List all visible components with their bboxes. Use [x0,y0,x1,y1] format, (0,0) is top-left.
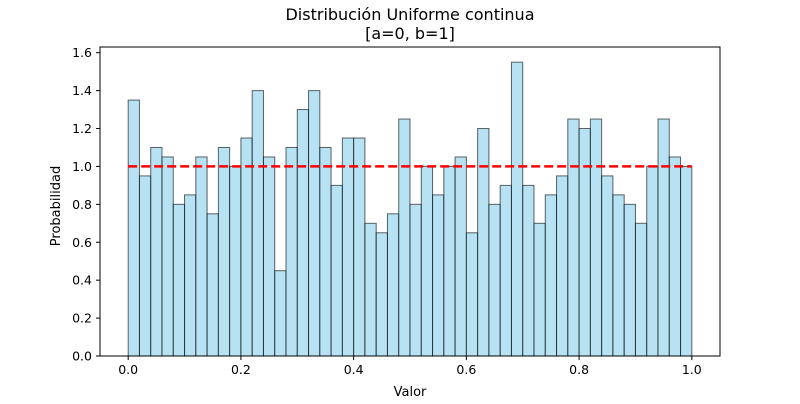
histogram-bar [240,137,253,357]
histogram-bar [398,118,411,357]
histogram-bar [251,90,264,357]
histogram-bar [127,99,140,357]
x-axis-label: Valor [394,385,427,400]
histogram-bar [420,165,434,357]
histogram-bar [454,156,467,357]
y-tick-label: 0.4 [72,273,92,288]
histogram-bar [578,128,591,357]
histogram-bar [589,118,603,357]
histogram-bar [364,222,377,357]
histogram-bar [375,232,388,357]
y-tick-label: 1.6 [72,45,92,60]
histogram-bar [217,146,231,357]
histogram-bar [285,146,298,357]
histogram-bar [443,165,456,357]
y-tick-label: 0.0 [72,349,92,364]
histogram-bar [229,165,242,357]
histogram-bar [409,203,422,357]
histogram-bar [680,165,693,357]
histogram-bar [296,109,310,357]
histogram-bar [262,156,276,357]
histogram-bar [274,270,287,357]
chart-title: Distribución Uniforme continua [285,5,534,24]
histogram-bar [510,61,524,357]
histogram-bar [522,184,535,357]
histogram-bar [567,118,580,357]
histogram-bar [646,165,659,357]
histogram-bar [319,146,332,357]
axes-group [99,46,721,357]
x-tick-label: 0.2 [231,362,251,377]
histogram-bar [668,156,682,357]
x-tick-label: 0.8 [569,362,589,377]
histogram-bar [386,213,400,357]
x-tick-label: 0.4 [344,362,364,377]
histogram-bar [488,203,501,357]
x-tick-label: 0.6 [456,362,476,377]
y-tick-label: 0.2 [72,311,92,326]
histogram-bar [184,194,197,357]
histogram-bar [499,184,512,357]
histogram-bar [353,137,366,357]
histogram-bar [341,137,355,357]
histogram-bar [308,90,321,357]
chart-subtitle: [a=0, b=1] [365,24,455,43]
histogram-bar [477,128,490,357]
histogram-bar [465,232,479,357]
histogram-bar [150,146,163,357]
histogram-bar [544,194,558,357]
x-tick-label: 0.0 [118,362,138,377]
histogram-bar [601,175,614,357]
y-tick-label: 0.6 [72,235,92,250]
histogram-bar [634,222,648,357]
histogram-bar [138,175,152,357]
histogram-bar [556,175,569,357]
y-axis-label: Probabilidad [49,166,64,246]
x-tick-label: 1.0 [682,362,702,377]
plot-frame [99,46,721,357]
y-tick-label: 1.4 [72,83,92,98]
histogram-bar [432,194,445,357]
y-tick-label: 1.2 [72,121,92,136]
x-ticks: 0.0 0.2 0.4 0.6 0.8 1.0 [118,356,702,377]
histogram-bar [195,156,208,357]
histogram-bar [330,184,343,357]
histogram-bar [172,203,186,357]
histogram-bar [161,156,174,357]
y-tick-label: 1.0 [72,159,92,174]
histogram-bar [623,203,636,357]
histogram-bar [657,118,670,357]
y-ticks: 0.0 0.2 0.4 0.6 0.8 1.0 1.2 1.4 1.6 [72,45,100,364]
histogram-bar [206,213,219,357]
y-tick-label: 0.8 [72,197,92,212]
histogram-bar [612,194,625,357]
histogram-bar [533,222,546,357]
